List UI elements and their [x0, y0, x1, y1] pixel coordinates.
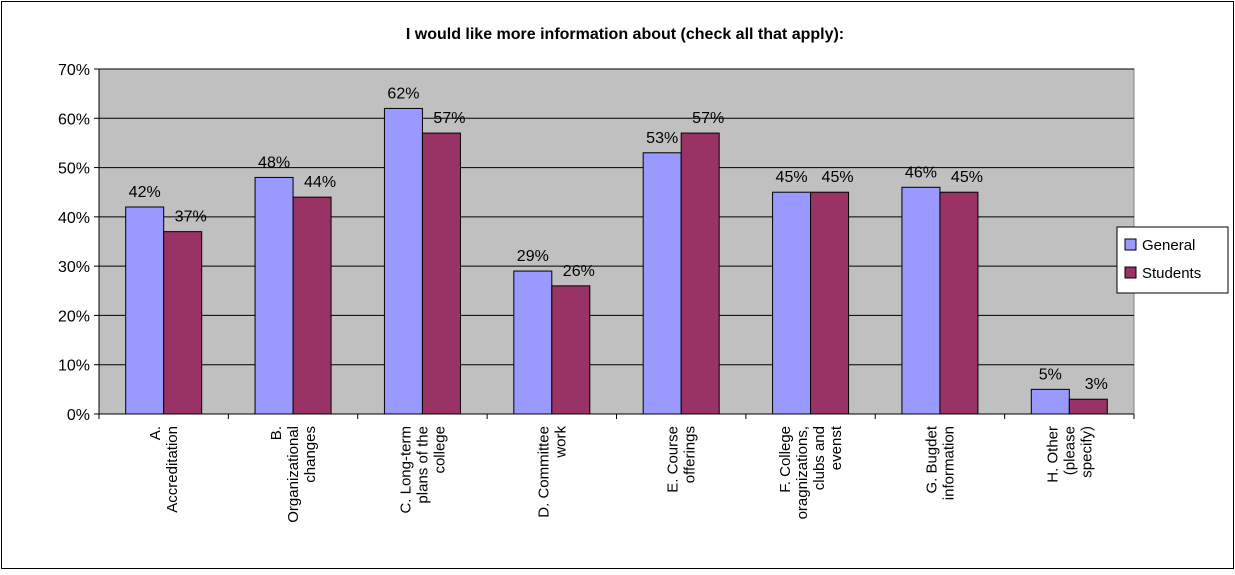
y-tick-label: 60%: [58, 111, 90, 128]
bars: [125, 107, 1108, 415]
x-category-label-line: plans of the: [414, 426, 431, 504]
x-category-label-line: evenst: [828, 425, 845, 470]
bar-students: [939, 191, 979, 415]
data-label-general: 48%: [258, 154, 290, 171]
bar-students: [1068, 398, 1108, 415]
x-category-label-line: G. Bugdet: [923, 425, 940, 493]
bar-students: [163, 231, 203, 415]
y-tick-label: 40%: [58, 210, 90, 227]
x-category-label-line: clubs and: [811, 426, 828, 490]
bar-students: [551, 285, 591, 415]
x-category-label-line: B.: [268, 426, 285, 440]
x-category-label: F. College oragnizations, clubs and evenst: [777, 425, 845, 519]
x-category-label: B. Organizational changes: [268, 426, 319, 523]
legend-swatch-general: [1124, 238, 1137, 251]
legend-label-students: Students: [1142, 265, 1201, 282]
bar-general: [772, 191, 812, 415]
data-label-students: 44%: [304, 174, 336, 191]
data-label-general: 5%: [1039, 366, 1062, 383]
x-category-label: C. Long-term plans of the college: [397, 426, 448, 514]
bar-general: [254, 176, 294, 415]
x-category-label-line: Organizational: [285, 426, 302, 523]
x-category-label-line: D. Committee: [535, 426, 552, 518]
bar-general: [1030, 388, 1070, 415]
x-axis: A. Accreditation B. Organizational changes C.…: [98, 413, 1135, 523]
data-label-students: 3%: [1085, 376, 1108, 393]
x-category-label-line: F. College: [777, 426, 794, 493]
data-label-students: 45%: [951, 169, 983, 186]
bar-general: [901, 186, 941, 415]
x-category-label-line: A.: [147, 426, 164, 440]
data-label-general: 29%: [517, 248, 549, 265]
bar-general: [383, 107, 423, 415]
data-labels: 42% 48% 62% 29% 53% 45% 46% 5% 37% 44% 57% 26% 57% 45…: [129, 85, 1108, 393]
legend: General Students: [1116, 226, 1229, 294]
x-category-label: H. Other (please specify): [1044, 426, 1095, 483]
x-category-label-line: changes: [302, 426, 319, 483]
y-tick-label: 10%: [58, 358, 90, 375]
x-category-label: D. Committee work: [535, 426, 569, 518]
bar-students: [292, 196, 332, 415]
x-category-label-line: C. Long-term: [397, 426, 414, 514]
y-tick-label: 70%: [58, 62, 90, 79]
x-category-label-line: H. Other: [1044, 426, 1061, 483]
x-category-label-line: work: [552, 426, 569, 459]
data-label-general: 53%: [646, 130, 678, 147]
data-label-general: 62%: [387, 85, 419, 102]
bar-general: [125, 206, 165, 415]
data-label-students: 26%: [563, 263, 595, 280]
bar-general: [513, 270, 553, 415]
x-category-label-line: specify): [1078, 426, 1095, 478]
data-label-students: 45%: [822, 169, 854, 186]
y-tick-label: 30%: [58, 259, 90, 276]
x-category-label-line: information: [940, 426, 957, 500]
x-category-label: G. Bugdet information: [923, 425, 957, 500]
x-category-label-line: college: [431, 426, 448, 474]
bar-students: [810, 191, 850, 415]
data-label-students: 57%: [692, 110, 724, 127]
bar-students: [680, 132, 720, 415]
data-label-general: 42%: [129, 184, 161, 201]
legend-box: [1116, 226, 1229, 294]
data-label-general: 46%: [905, 164, 937, 181]
y-tick-label: 0%: [67, 407, 90, 424]
data-label-general: 45%: [776, 169, 808, 186]
x-category-label-line: Accreditation: [164, 426, 181, 513]
data-label-students: 37%: [175, 209, 207, 226]
y-tick-label: 20%: [58, 308, 90, 325]
x-category-label-line: offerings: [682, 426, 699, 483]
y-tick-label: 50%: [58, 161, 90, 178]
chart-title: I would like more information about (che…: [406, 26, 844, 43]
x-category-label: E. Course offerings: [665, 426, 699, 493]
legend-label-general: General: [1142, 237, 1195, 254]
bar-students: [421, 132, 461, 415]
legend-swatch-students: [1124, 266, 1137, 279]
x-category-label-line: E. Course: [665, 426, 682, 493]
y-axis: 0% 10% 20% 30% 40% 50% 60% 70%: [58, 62, 100, 424]
x-category-label: A. Accreditation: [147, 426, 181, 513]
bar-general: [642, 152, 682, 415]
data-label-students: 57%: [433, 110, 465, 127]
x-category-label-line: oragnizations,: [794, 426, 811, 519]
plot-area: [98, 68, 1135, 415]
x-category-label-line: (please: [1061, 426, 1078, 475]
